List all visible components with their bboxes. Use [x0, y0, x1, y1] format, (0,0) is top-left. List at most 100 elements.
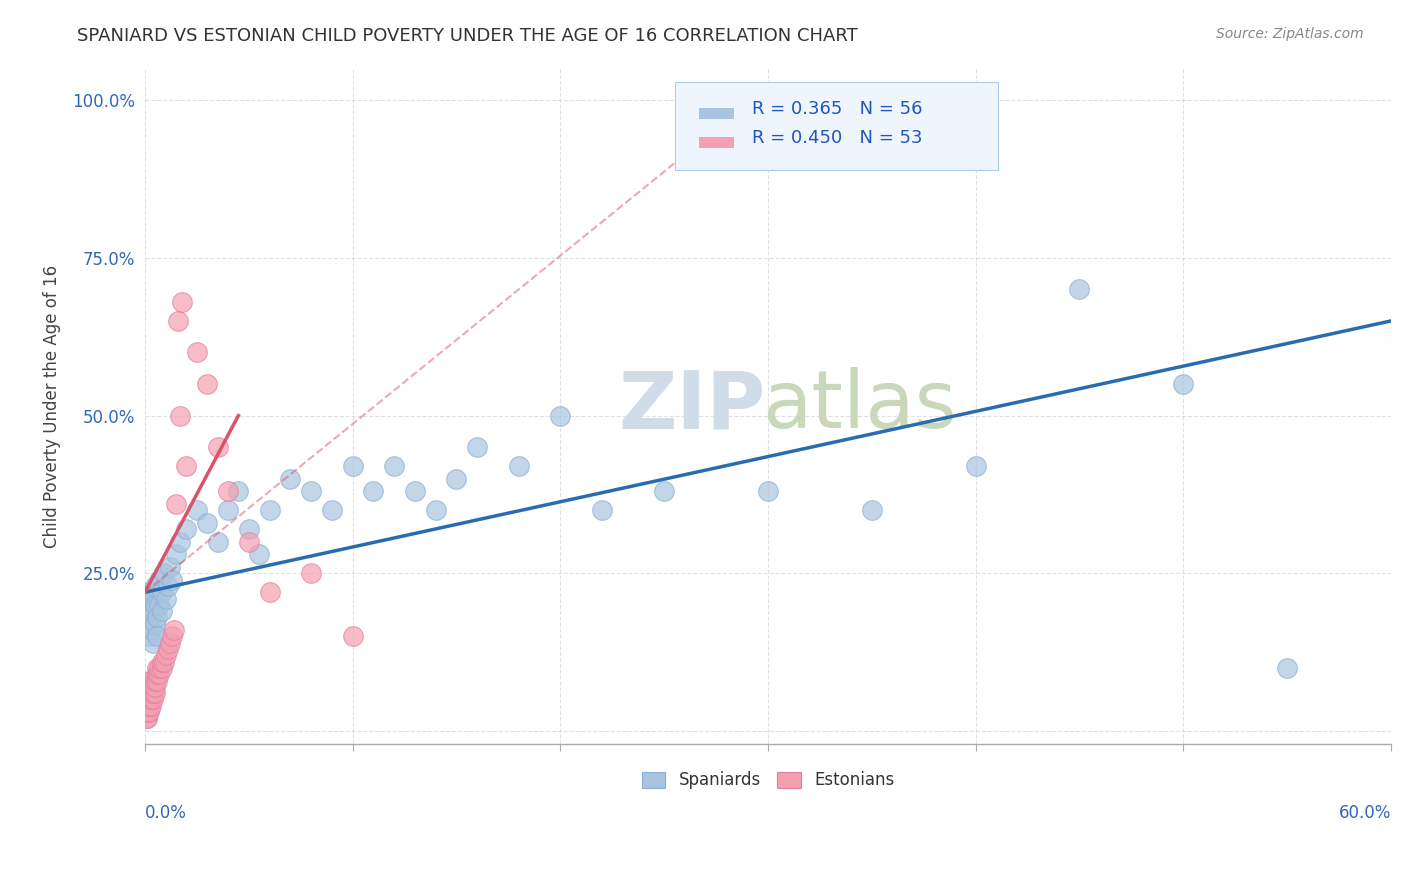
- Text: 60.0%: 60.0%: [1339, 805, 1391, 822]
- Point: [141, 623, 163, 637]
- Point: [195, 377, 218, 392]
- Point: [259, 503, 281, 517]
- Text: SPANIARD VS ESTONIAN CHILD POVERTY UNDER THE AGE OF 16 CORRELATION CHART: SPANIARD VS ESTONIAN CHILD POVERTY UNDER…: [77, 27, 858, 45]
- Text: R = 0.450   N = 53: R = 0.450 N = 53: [752, 129, 922, 147]
- Point: [299, 566, 322, 581]
- Point: [152, 566, 174, 581]
- Point: [259, 585, 281, 599]
- Point: [159, 636, 181, 650]
- Point: [156, 642, 179, 657]
- Point: [321, 503, 343, 517]
- Bar: [699, 108, 734, 120]
- Point: [136, 680, 159, 694]
- Point: [1069, 282, 1091, 296]
- Point: [860, 503, 883, 517]
- Point: [160, 629, 183, 643]
- Point: [143, 616, 166, 631]
- Point: [141, 686, 163, 700]
- Point: [176, 458, 198, 473]
- Point: [136, 698, 159, 713]
- Point: [148, 667, 170, 681]
- Point: [142, 680, 165, 694]
- Point: [165, 547, 187, 561]
- Point: [591, 503, 613, 517]
- Point: [550, 409, 572, 423]
- Point: [247, 547, 270, 561]
- Point: [363, 484, 385, 499]
- Point: [965, 458, 987, 473]
- Text: R = 0.365   N = 56: R = 0.365 N = 56: [752, 100, 922, 118]
- Point: [150, 655, 173, 669]
- Point: [148, 573, 170, 587]
- Point: [1173, 377, 1195, 392]
- Point: [217, 484, 239, 499]
- Point: [446, 472, 468, 486]
- Point: [169, 534, 191, 549]
- Point: [136, 686, 159, 700]
- Point: [136, 698, 159, 713]
- Point: [156, 579, 179, 593]
- Point: [148, 661, 170, 675]
- Point: [238, 534, 260, 549]
- Point: [150, 585, 173, 599]
- Point: [143, 673, 166, 688]
- Point: [141, 692, 163, 706]
- Legend: Spaniards, Estonians: Spaniards, Estonians: [636, 764, 901, 796]
- Point: [146, 610, 169, 624]
- Point: [152, 655, 174, 669]
- Point: [756, 484, 779, 499]
- Point: [136, 705, 159, 719]
- Point: [652, 484, 675, 499]
- Point: [238, 522, 260, 536]
- Point: [342, 458, 364, 473]
- Text: ZIP: ZIP: [619, 368, 766, 445]
- Point: [163, 623, 186, 637]
- Point: [142, 585, 165, 599]
- Point: [146, 667, 169, 681]
- Point: [342, 629, 364, 643]
- Point: [138, 698, 160, 713]
- Point: [186, 503, 208, 517]
- Point: [172, 295, 194, 310]
- Point: [186, 345, 208, 359]
- Point: [159, 560, 181, 574]
- Point: [508, 458, 530, 473]
- Point: [136, 692, 159, 706]
- Point: [146, 629, 169, 643]
- Point: [138, 680, 160, 694]
- Point: [150, 661, 173, 675]
- Point: [169, 409, 191, 423]
- Point: [141, 591, 163, 606]
- Point: [465, 440, 488, 454]
- Point: [138, 686, 160, 700]
- Point: [143, 598, 166, 612]
- Point: [141, 673, 163, 688]
- Point: [142, 636, 165, 650]
- Point: [425, 503, 447, 517]
- Text: Source: ZipAtlas.com: Source: ZipAtlas.com: [1216, 27, 1364, 41]
- Point: [138, 692, 160, 706]
- Y-axis label: Child Poverty Under the Age of 16: Child Poverty Under the Age of 16: [44, 265, 60, 548]
- Point: [176, 522, 198, 536]
- Point: [136, 705, 159, 719]
- Point: [143, 680, 166, 694]
- Point: [150, 604, 173, 618]
- Point: [195, 516, 218, 530]
- Point: [141, 698, 163, 713]
- Point: [142, 604, 165, 618]
- Point: [136, 598, 159, 612]
- Point: [136, 711, 159, 725]
- Point: [146, 673, 169, 688]
- Text: 0.0%: 0.0%: [145, 805, 187, 822]
- Point: [138, 673, 160, 688]
- Point: [136, 711, 159, 725]
- Point: [1275, 661, 1298, 675]
- Point: [167, 314, 190, 328]
- Point: [155, 591, 177, 606]
- Point: [217, 503, 239, 517]
- Point: [165, 497, 187, 511]
- Point: [404, 484, 426, 499]
- Point: [141, 680, 163, 694]
- Point: [155, 648, 177, 663]
- Point: [138, 604, 160, 618]
